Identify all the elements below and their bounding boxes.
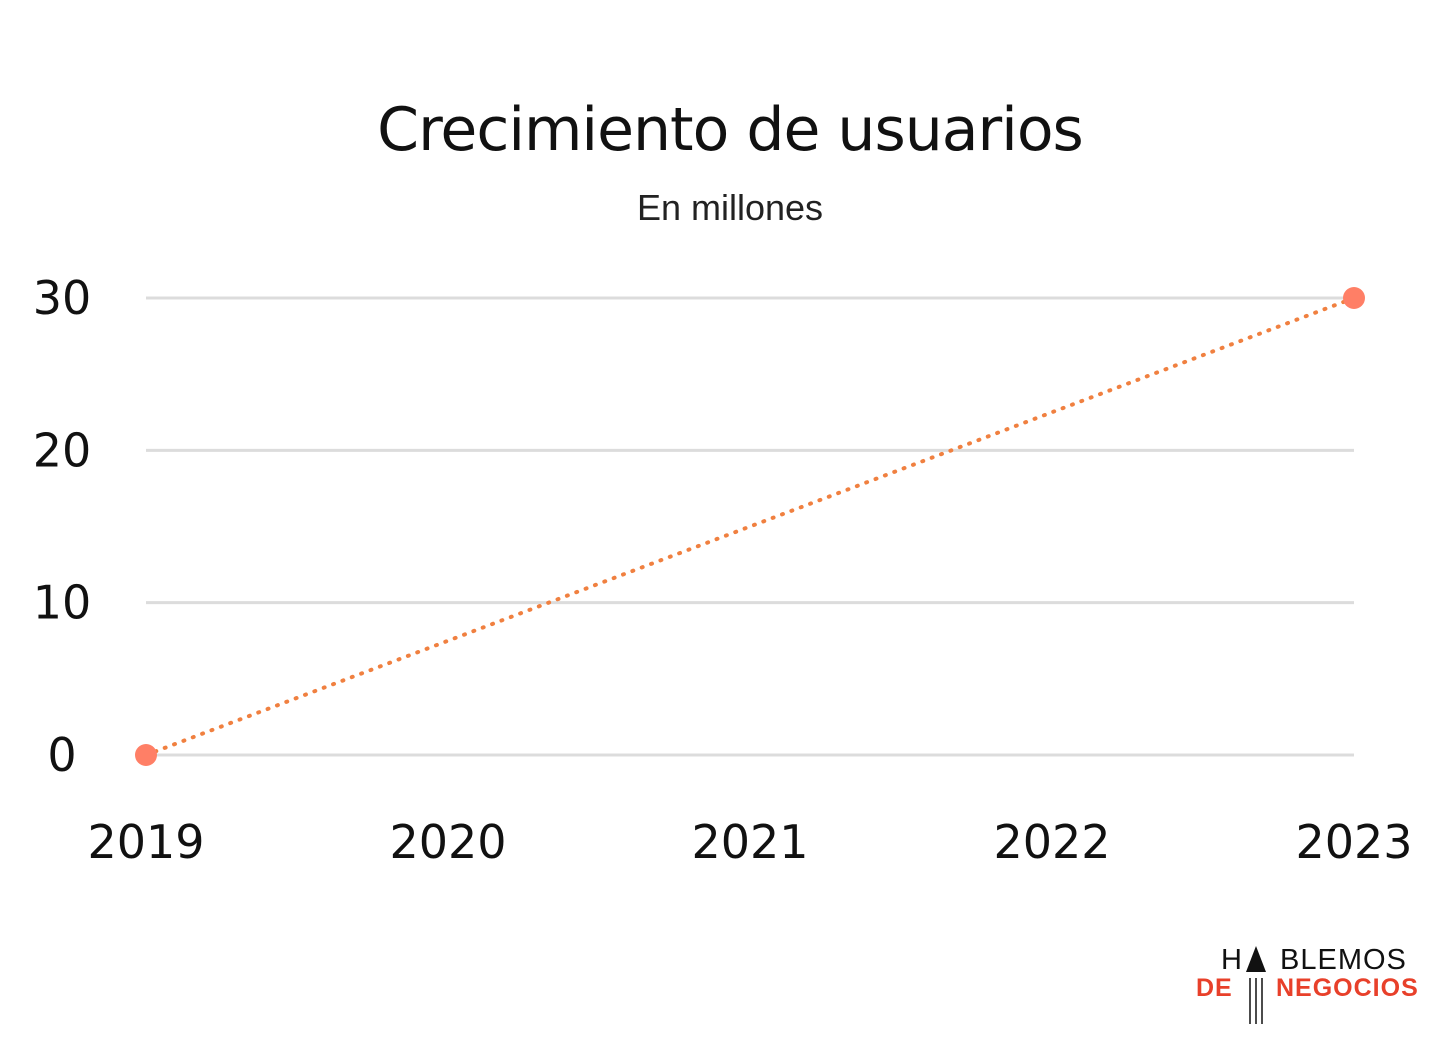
data-point <box>135 744 157 766</box>
x-axis-tick-labels: 2019 2020 2021 2022 2023 <box>87 815 1412 869</box>
series-line <box>144 296 1356 757</box>
chart-title: Crecimiento de usuarios <box>377 95 1083 165</box>
x-tick-label: 2019 <box>87 815 204 869</box>
data-point <box>1343 287 1365 309</box>
logo-text-h: H <box>1221 944 1243 976</box>
gridlines <box>146 296 1354 757</box>
y-tick-label: 10 <box>33 576 92 630</box>
x-tick-label: 2022 <box>993 815 1110 869</box>
x-tick-label: 2023 <box>1295 815 1412 869</box>
logo-text-blemos: BLEMOS <box>1280 944 1407 976</box>
brand-logo: H BLEMOS DE NEGOCIOS <box>1196 944 1419 1024</box>
x-tick-label: 2021 <box>691 815 808 869</box>
logo-text-negocios: NEGOCIOS <box>1276 974 1419 1002</box>
x-tick-label: 2020 <box>389 815 506 869</box>
chart-subtitle: En millones <box>637 187 823 228</box>
y-tick-label: 20 <box>33 423 92 477</box>
y-tick-label: 0 <box>47 728 76 782</box>
y-tick-label: 30 <box>33 271 92 325</box>
logo-text-de: DE <box>1196 974 1233 1002</box>
y-axis-tick-labels: 0 10 20 30 <box>33 271 92 782</box>
rocket-icon <box>1246 946 1266 972</box>
rocket-trail-icon <box>1249 978 1263 1024</box>
series-group <box>135 287 1365 766</box>
